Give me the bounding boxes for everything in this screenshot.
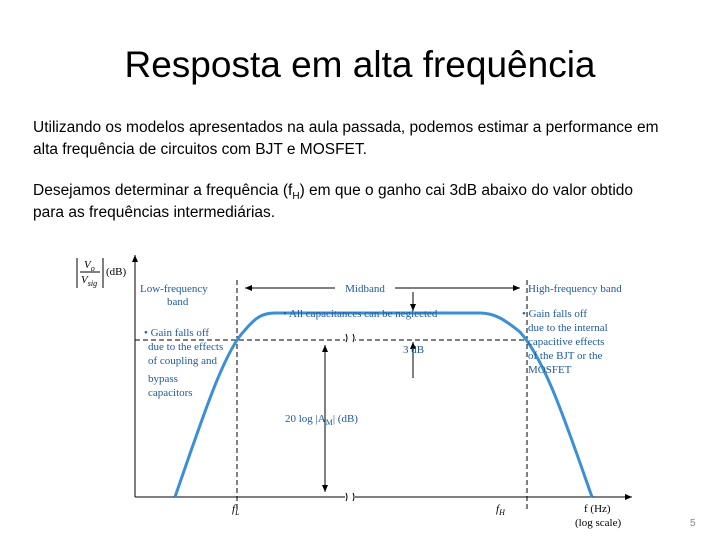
- note: capacitive effects: [528, 336, 604, 348]
- note: • All capacitances can be neglected: [283, 308, 438, 320]
- axes: [132, 255, 632, 510]
- paragraph-line: alta frequência de circuitos com BJT e M…: [33, 141, 367, 158]
- note: MOSFET: [528, 364, 572, 376]
- band-label: High-frequency band: [528, 283, 622, 295]
- fl-label: fL: [232, 503, 240, 517]
- text: ) em que o ganho cai 3dB abaixo do valor…: [299, 182, 634, 199]
- band-label: Midband: [345, 283, 385, 295]
- x-axis-label: (log scale): [575, 517, 621, 529]
- x-axis-label: f (Hz): [584, 503, 611, 515]
- subscript: o: [91, 264, 95, 273]
- note: • Gain falls off: [522, 308, 587, 320]
- note: due to the effects: [148, 341, 223, 353]
- subscript: M: [326, 418, 333, 427]
- note: of the BJT or the: [528, 350, 602, 362]
- text: | (dB): [333, 413, 358, 425]
- paragraph-line: Utilizando os modelos apresentados na au…: [33, 119, 659, 136]
- text: f: [496, 503, 501, 515]
- subscript: H: [498, 508, 506, 517]
- note: of coupling and: [148, 355, 218, 367]
- page-number: 5: [690, 518, 696, 529]
- text: 20 log |A: [285, 413, 326, 425]
- unit: (dB): [106, 266, 127, 278]
- text: f: [232, 503, 237, 515]
- axis-breaks: [345, 331, 355, 504]
- paragraph-line: para as frequências intermediárias.: [33, 204, 276, 221]
- fh-label: fH: [496, 503, 506, 517]
- note: • Gain falls off: [144, 327, 209, 339]
- note: due to the internal: [528, 322, 608, 334]
- slide-title: Resposta em alta frequência: [124, 44, 596, 85]
- band-label: Low-frequency: [140, 283, 208, 295]
- response-curve: [173, 311, 594, 498]
- text: V: [81, 274, 89, 286]
- band-label: band: [167, 296, 189, 308]
- denominator: Vsig: [81, 274, 97, 288]
- text: V: [84, 259, 92, 271]
- text: Desejamos determinar a frequência (f: [33, 182, 293, 199]
- y-axis-label: Vo Vsig (dB): [76, 258, 127, 288]
- paragraph-line: Desejamos determinar a frequência (fH) e…: [33, 182, 633, 202]
- numerator: Vo: [84, 259, 95, 273]
- subscript: L: [234, 508, 240, 517]
- note: capacitors: [148, 387, 193, 399]
- note: bypass: [148, 373, 178, 385]
- gain-label: 20 log |AM| (dB): [285, 413, 358, 427]
- drop-label: 3 dB: [403, 344, 424, 356]
- subscript: H: [292, 191, 300, 203]
- subscript: sig: [88, 279, 97, 288]
